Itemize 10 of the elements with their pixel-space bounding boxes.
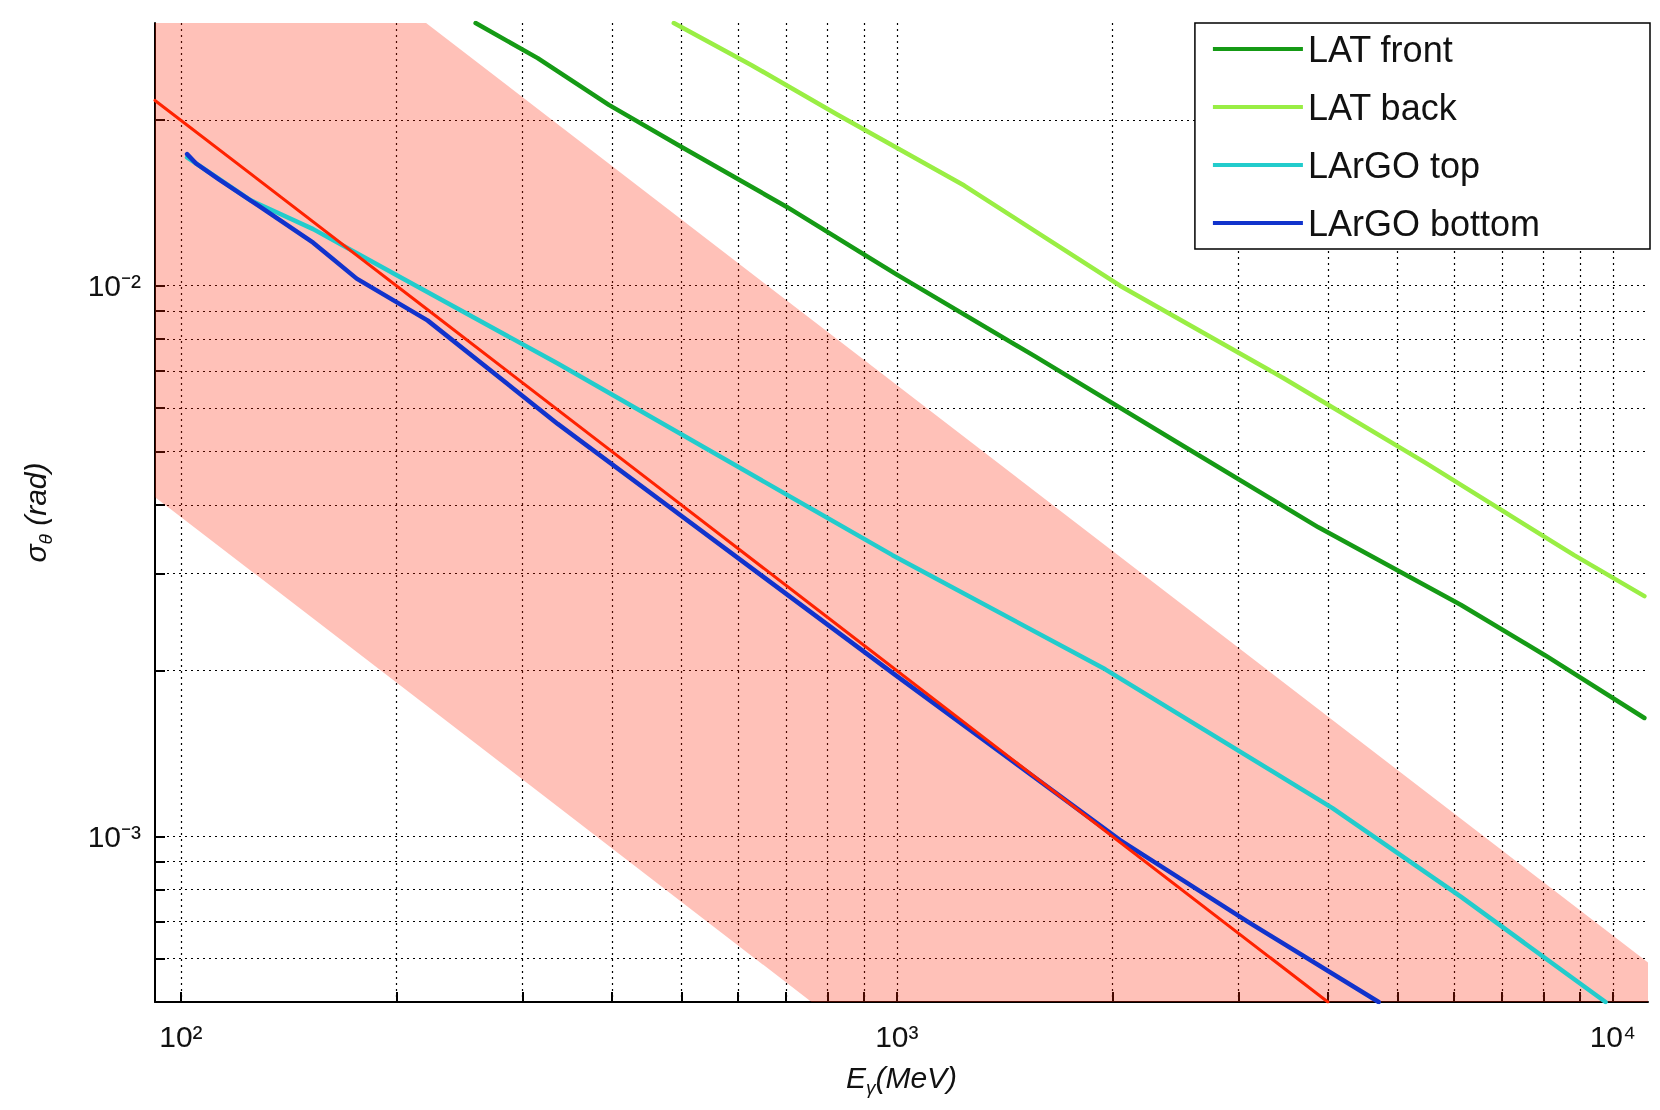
legend-label: LAT front bbox=[1307, 28, 1453, 70]
x-tick-label: 10⁴ bbox=[1589, 1019, 1636, 1053]
y-axis-title: σθ (rad) bbox=[18, 462, 56, 563]
x-tick-label: 10² bbox=[159, 1019, 203, 1053]
legend-label: LAT back bbox=[1307, 86, 1458, 128]
y-tick-label: 10⁻³ bbox=[87, 819, 142, 853]
legend-label: LArGO bottom bbox=[1307, 202, 1541, 244]
y-tick-label: 10⁻² bbox=[87, 269, 142, 303]
legend-label: LArGO top bbox=[1307, 144, 1480, 186]
x-tick-label: 10³ bbox=[875, 1019, 919, 1053]
